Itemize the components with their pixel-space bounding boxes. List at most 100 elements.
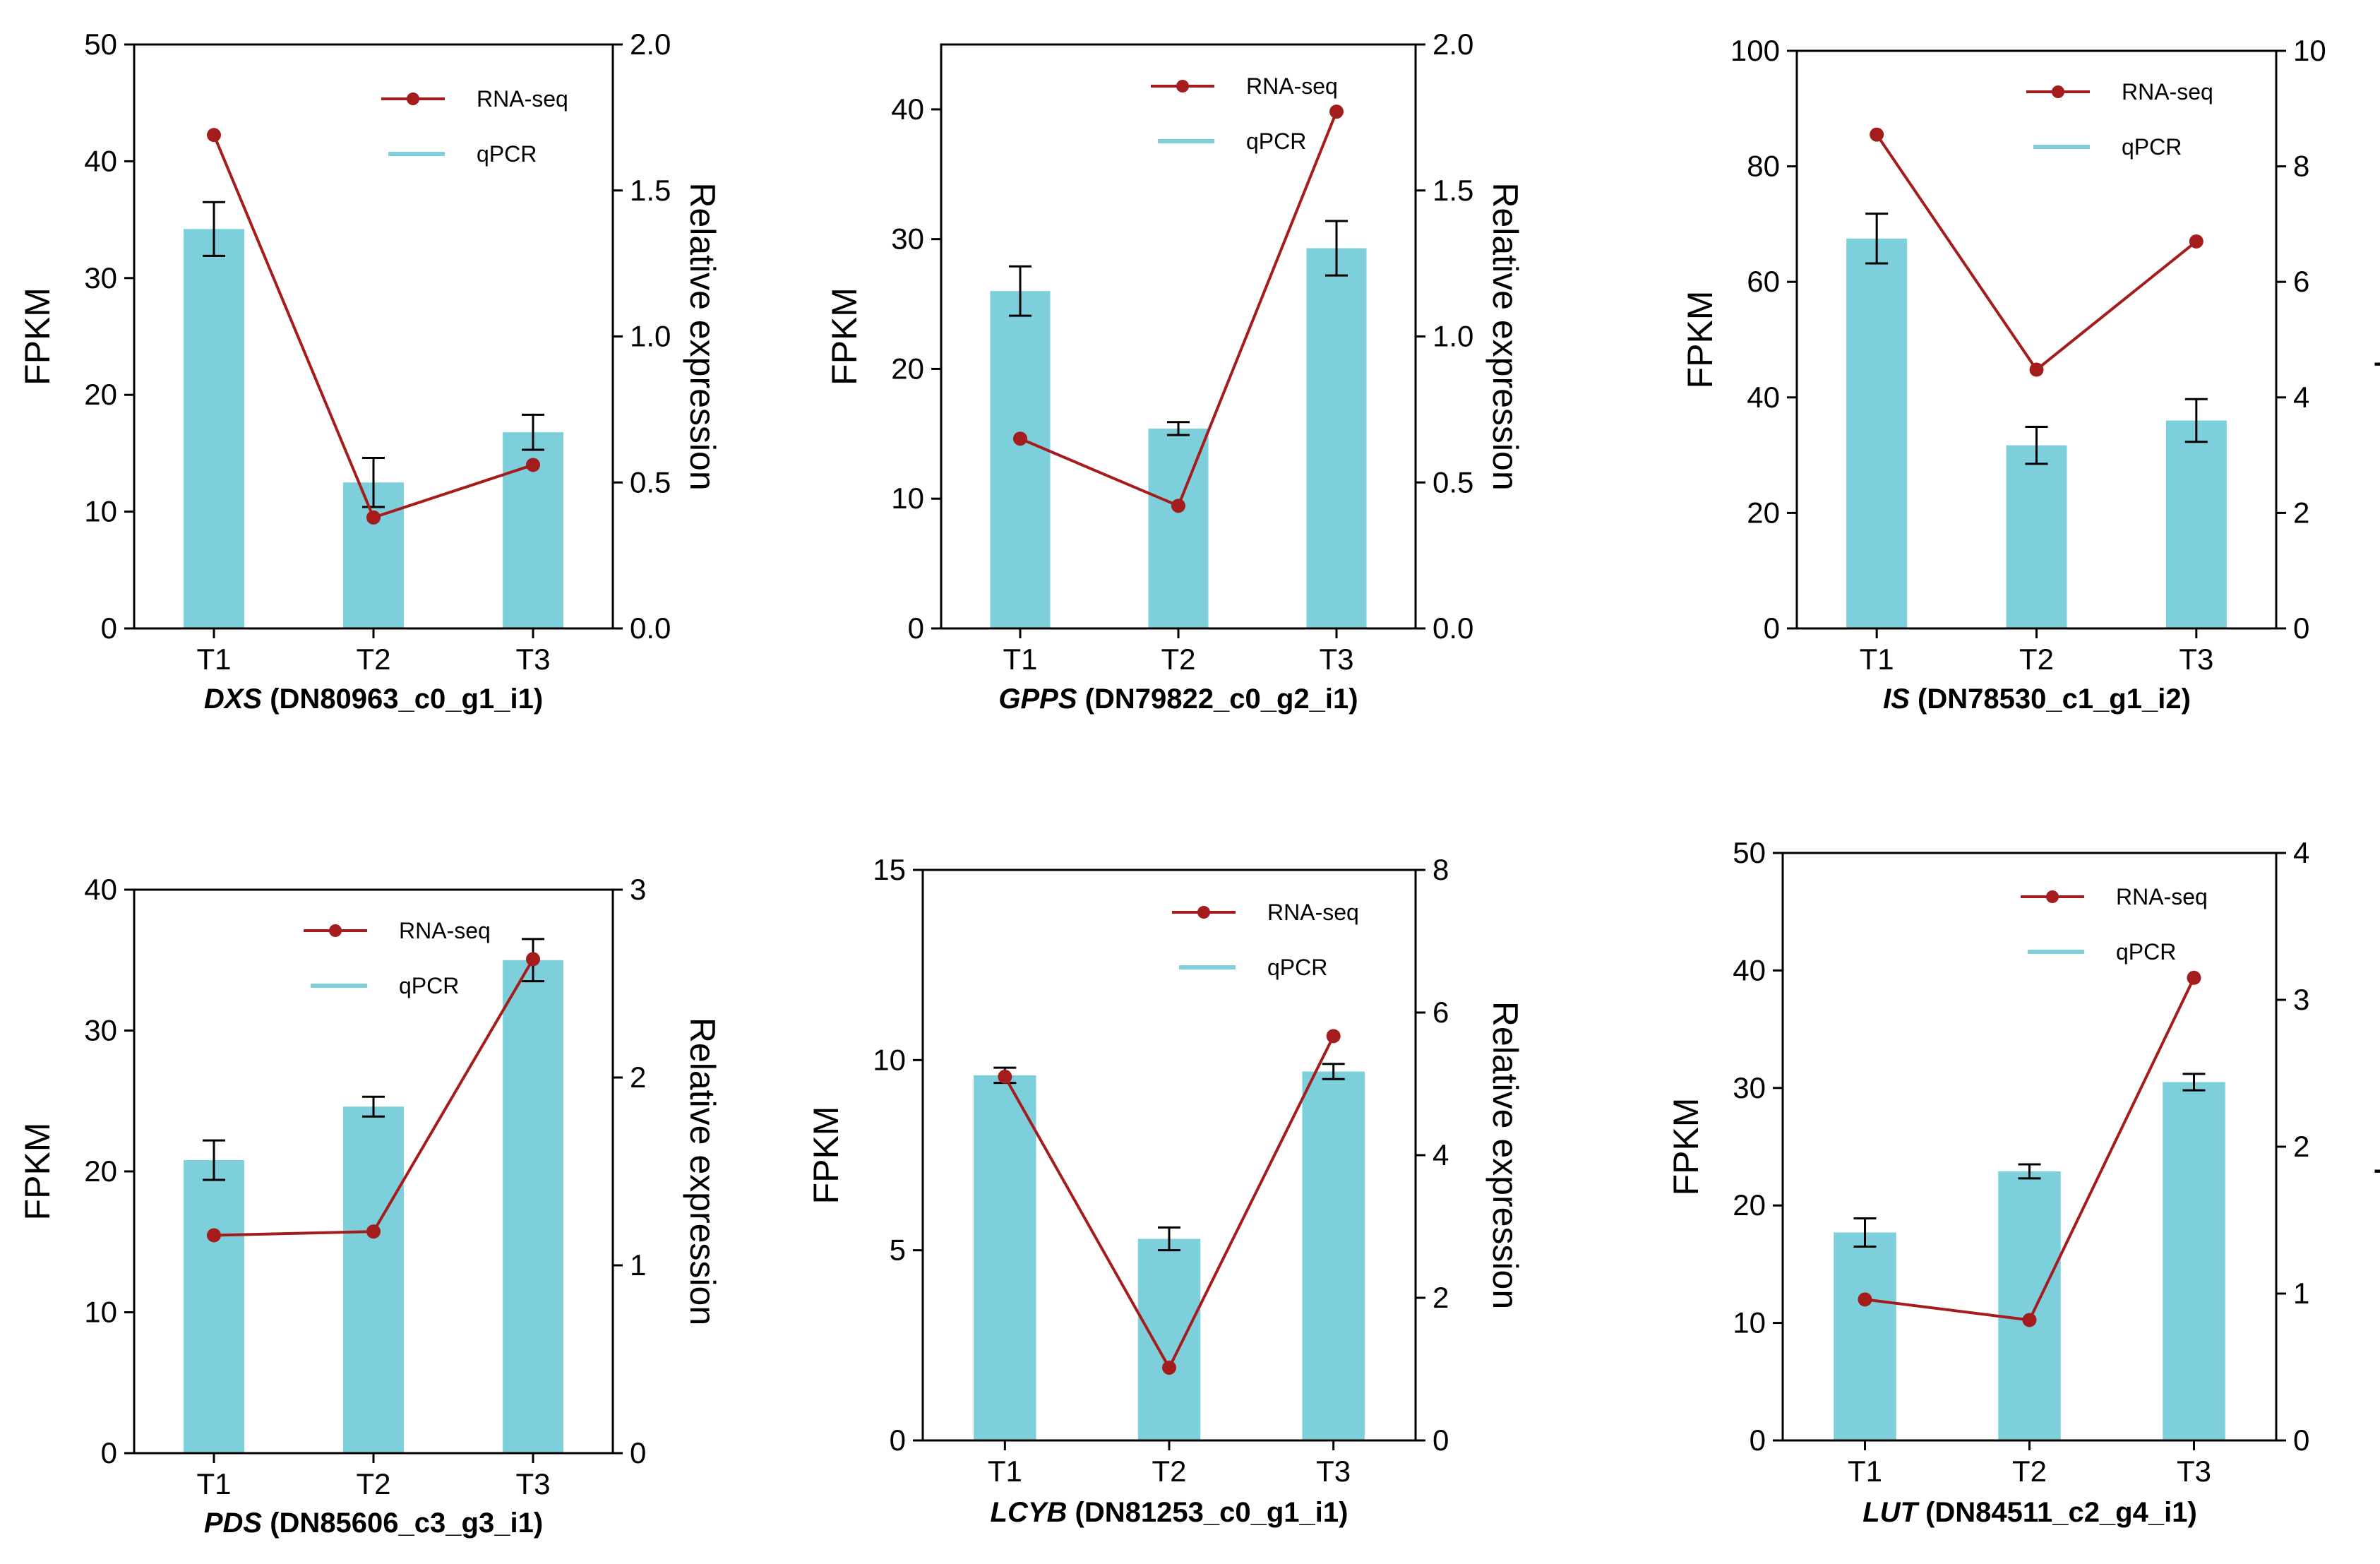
y-tick-label: 15 — [873, 853, 906, 886]
qpcr-bar-t3 — [1302, 1071, 1365, 1440]
rna-seq-point-t2 — [2022, 1313, 2037, 1327]
gene-spacer — [262, 683, 270, 715]
x-tick-label: T2 — [1152, 1455, 1186, 1488]
y2-tick-label: 2 — [630, 1061, 646, 1094]
chart-lcyb: 0 5 10 15 0 2 4 6 8 T1 T2 T3 FPKM Relative expression… — [806, 853, 1525, 1528]
x-tick-label: T3 — [1316, 1455, 1351, 1488]
transcript-id: (DN84511_c2_g4_i1) — [1925, 1497, 2197, 1528]
x-tick-label: T1 — [1860, 643, 1894, 676]
rna-seq-point-t1 — [998, 1069, 1012, 1084]
y2-tick-label: 4 — [2293, 836, 2309, 869]
x-tick-label: T3 — [1319, 643, 1353, 676]
transcript-id: (DN78530_c1_g1_i2) — [1918, 683, 2191, 715]
error-bar-t3 — [2184, 398, 2208, 443]
y-tick-label: 30 — [84, 261, 117, 294]
rna-seq-point-t1 — [1870, 127, 1884, 142]
legend-rna-seq-label: RNA-seq — [1267, 900, 1359, 925]
gene-name: LCYB — [991, 1497, 1068, 1528]
y-tick-label: 30 — [84, 1014, 117, 1047]
y-tick-label: 10 — [84, 495, 117, 528]
y-axis-title: FPKM — [1680, 291, 1720, 389]
legend-rna-seq-label: RNA-seq — [2122, 79, 2213, 105]
y2-tick-label: 0.5 — [1433, 465, 1473, 499]
transcript-id: (DN79822_c0_g2_i1) — [1085, 683, 1358, 715]
y2-tick-label: 2 — [2293, 496, 2309, 529]
y2-tick-label: 0.0 — [630, 611, 671, 645]
legend: RNA-seq qPCR — [2026, 79, 2213, 160]
legend-qpcr-label: qPCR — [399, 973, 459, 998]
legend-qpcr-label: qPCR — [477, 141, 537, 167]
legend: RNA-seq qPCR — [381, 86, 568, 167]
qpcr-bar-t3 — [2163, 1082, 2225, 1440]
gene-name: PDS — [204, 1508, 263, 1539]
rna-seq-point-t1 — [207, 128, 221, 143]
y-tick-label: 20 — [1733, 1188, 1766, 1222]
y2-tick-label: 0 — [2293, 611, 2309, 645]
legend-qpcr-label: qPCR — [2122, 134, 2182, 160]
y-tick-label: 0 — [890, 1423, 906, 1457]
y-tick-label: 0 — [1764, 611, 1780, 645]
y-tick-label: 20 — [84, 1154, 117, 1188]
rna-seq-point-t1 — [1858, 1292, 1872, 1307]
y2-tick-label: 8 — [1433, 853, 1449, 886]
y2-tick-label: 4 — [2293, 381, 2309, 414]
error-bar-t1 — [203, 201, 225, 257]
qpcr-bar-t2 — [1137, 1238, 1201, 1440]
chart-caption: IS (DN78530_c1_g1_i2) — [1883, 683, 2191, 715]
chart-lut: 0 10 20 30 40 50 0 1 2 3 4 T1 T2 T3 FPKM Relative expre… — [1666, 836, 2380, 1528]
y2-tick-label: 3 — [2293, 983, 2309, 1016]
rna-seq-point-t3 — [1326, 1029, 1341, 1044]
rna-seq-line — [1875, 133, 2198, 372]
legend-rna-seq-marker — [407, 92, 419, 105]
y2-tick-label: 8 — [2293, 150, 2309, 183]
y-tick-label: 0 — [101, 611, 117, 645]
transcript-id: (DN81253_c0_g1_i1) — [1075, 1497, 1349, 1528]
gene-spacer — [1918, 1497, 1925, 1528]
chart-caption: GPPS (DN79822_c0_g2_i1) — [998, 683, 1358, 715]
qpcr-bar-t3 — [1306, 248, 1367, 628]
error-bar-t1 — [1853, 1217, 1877, 1248]
qpcr-bar-t1 — [990, 291, 1051, 628]
error-bar-t1 — [1009, 265, 1031, 317]
error-bar-t2 — [1158, 1226, 1180, 1252]
y2-tick-label: 10 — [2293, 34, 2326, 67]
x-tick-label: T2 — [356, 643, 390, 676]
y2-axis-title: Relative expression — [1485, 182, 1525, 490]
y2-tick-label: 3 — [630, 873, 646, 906]
gene-name: DXS — [204, 683, 263, 715]
rna-seq-point-t1 — [207, 1228, 221, 1243]
legend-rna-seq-marker — [329, 924, 342, 937]
legend-rna-seq-marker — [2046, 890, 2059, 903]
qpcr-bar-t2 — [1998, 1171, 2061, 1440]
rna-seq-point-t2 — [366, 510, 381, 525]
y-tick-label: 40 — [1747, 381, 1780, 414]
gene-spacer — [1067, 1497, 1075, 1528]
y2-tick-label: 1.5 — [630, 174, 671, 207]
legend-rna-seq-label: RNA-seq — [2116, 884, 2208, 909]
qpcr-bar-t1 — [1834, 1232, 1896, 1440]
rna-seq-point-t2 — [1162, 1360, 1176, 1375]
qpcr-bar-t1 — [974, 1075, 1036, 1440]
chart-is: 0 20 40 60 80 100 0 2 4 6 8 10 T1 T2 T3 FPKM Relative ex… — [1680, 34, 2380, 715]
y2-axis-title: Relative expression — [2374, 993, 2380, 1301]
qpcr-bar-t3 — [2165, 420, 2227, 628]
legend-rna-seq-marker — [1197, 906, 1210, 919]
error-bar-t3 — [1322, 1063, 1345, 1080]
gene-spacer — [262, 1508, 270, 1539]
legend: RNA-seq qPCR — [1172, 900, 1359, 980]
error-bar-t3 — [522, 413, 544, 451]
y2-tick-label: 2 — [1433, 1281, 1449, 1314]
error-bar-t1 — [1865, 213, 1889, 265]
gene-spacer — [1077, 683, 1085, 715]
y2-tick-label: 0 — [1433, 1423, 1449, 1457]
y-tick-label: 50 — [84, 28, 117, 61]
y-tick-label: 0 — [908, 611, 924, 645]
y-axis-title: FPKM — [18, 287, 57, 386]
y-tick-label: 10 — [1733, 1306, 1766, 1339]
rna-seq-point-t3 — [526, 952, 540, 967]
y2-tick-label: 0.0 — [1433, 611, 1473, 645]
x-tick-label: T1 — [196, 1467, 231, 1500]
error-bar-t2 — [2025, 426, 2048, 465]
y2-tick-label: 6 — [1433, 996, 1449, 1029]
